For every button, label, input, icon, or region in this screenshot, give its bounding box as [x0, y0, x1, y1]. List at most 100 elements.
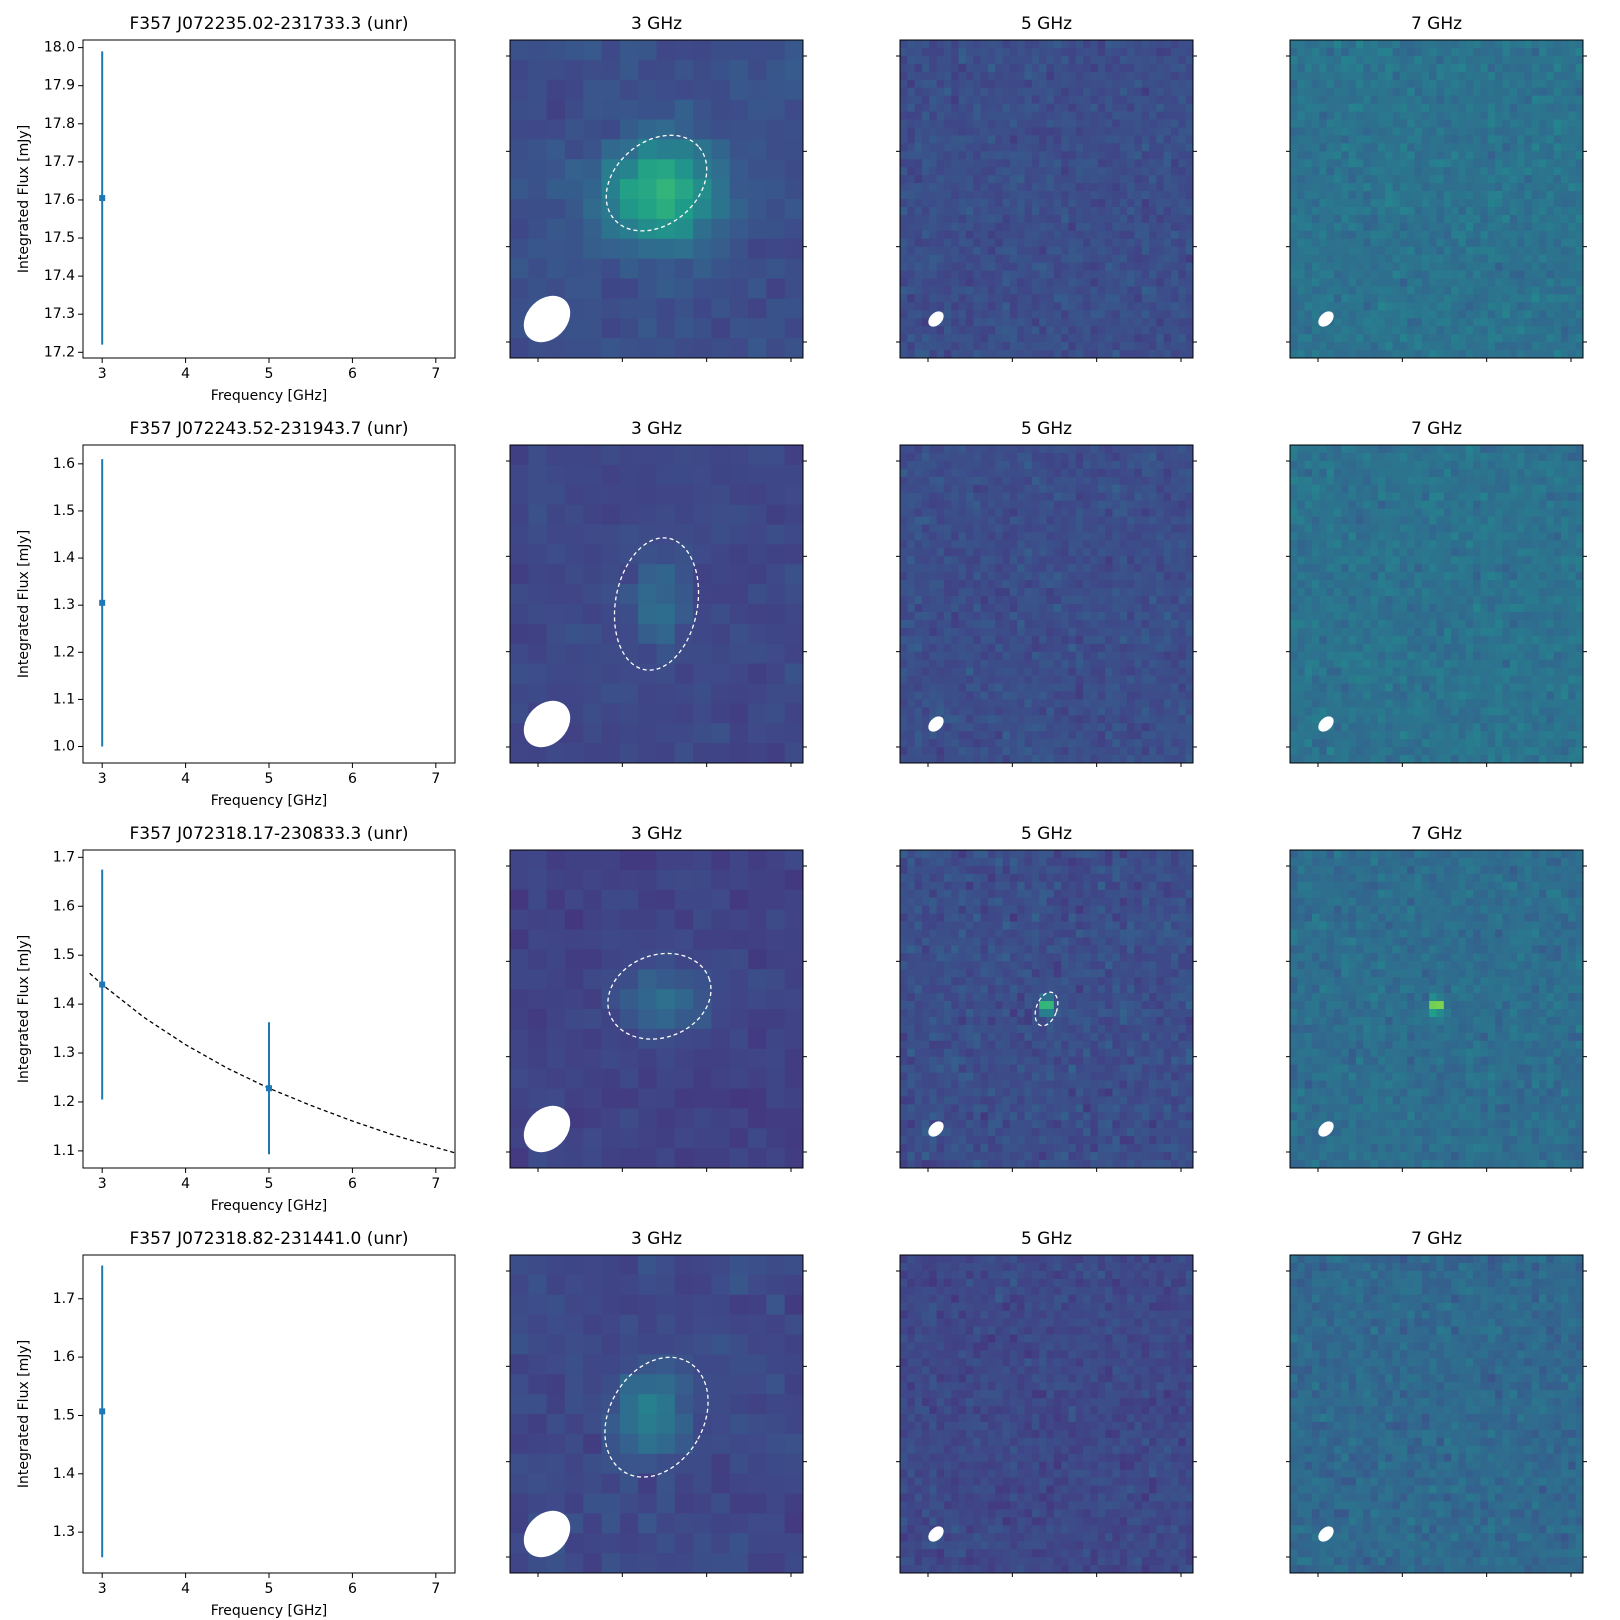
pixel	[1399, 326, 1408, 335]
pixel	[914, 111, 923, 120]
pixel	[1465, 262, 1474, 271]
pixel	[1141, 611, 1150, 621]
pixel	[674, 703, 694, 724]
pixel	[921, 95, 930, 104]
pixel	[936, 350, 945, 359]
pixel	[1171, 87, 1179, 97]
pixel	[510, 159, 529, 180]
pixel	[907, 151, 916, 160]
pixel	[1119, 151, 1128, 160]
pixel	[1185, 151, 1194, 160]
pixel	[1458, 342, 1467, 351]
pixel	[1480, 111, 1489, 120]
pixel	[914, 524, 923, 533]
pixel	[1068, 87, 1077, 97]
pixel	[1024, 310, 1033, 319]
pixel	[1407, 103, 1415, 112]
pixel	[1363, 246, 1371, 256]
pixel	[973, 238, 981, 248]
pixel	[1436, 175, 1445, 184]
pixel	[1443, 79, 1452, 89]
pixel	[1392, 254, 1401, 263]
pixel	[1561, 55, 1569, 65]
pixel	[1311, 262, 1320, 271]
pixel	[638, 604, 657, 625]
pixel	[921, 460, 930, 470]
pixel	[907, 604, 916, 613]
pixel	[1002, 508, 1011, 517]
pixel	[1053, 151, 1062, 160]
pixel	[1487, 111, 1496, 120]
pixel	[1156, 484, 1165, 494]
pixel	[1053, 540, 1062, 549]
pixel	[1149, 476, 1157, 486]
pixel	[1163, 516, 1172, 525]
pixel	[1319, 143, 1328, 152]
pixel	[638, 484, 657, 506]
pixel	[951, 611, 959, 621]
pixel	[748, 218, 767, 240]
pixel	[1134, 659, 1143, 668]
pixel	[748, 99, 767, 120]
pixel	[1465, 350, 1474, 359]
pixel	[1377, 127, 1386, 136]
pixel	[1068, 452, 1077, 462]
pixel	[1009, 222, 1018, 232]
data-point	[99, 195, 106, 202]
pixel	[1105, 95, 1113, 104]
pixel	[1068, 151, 1077, 160]
pixel	[1171, 40, 1179, 49]
pixel	[1134, 310, 1143, 319]
pixel	[656, 683, 676, 704]
pixel	[951, 151, 959, 160]
pixel	[711, 703, 731, 724]
pixel	[1451, 262, 1459, 271]
pixel	[1024, 619, 1033, 629]
pixel	[1436, 151, 1445, 160]
pixel	[1141, 254, 1150, 263]
pixel	[1178, 460, 1187, 470]
pixel	[674, 623, 694, 645]
pixel	[1348, 111, 1357, 120]
pixel	[929, 580, 938, 589]
pixel	[1370, 151, 1379, 160]
pixel	[951, 516, 959, 525]
pixel	[1185, 199, 1194, 208]
pixel	[1333, 230, 1342, 240]
pixel	[1134, 87, 1143, 97]
pixel	[1156, 508, 1165, 517]
pixel	[1068, 445, 1077, 454]
pixel	[711, 723, 731, 744]
pixel	[1031, 302, 1040, 311]
pixel	[1017, 206, 1025, 216]
pixel	[1009, 492, 1018, 502]
pixel	[1105, 651, 1113, 661]
pixel	[1031, 191, 1040, 200]
pixel	[1002, 334, 1011, 343]
pixel	[674, 564, 694, 585]
pixel	[1399, 143, 1408, 152]
pixel	[1575, 310, 1584, 319]
pixel	[973, 302, 981, 311]
pixel	[583, 544, 602, 565]
pixel	[1134, 270, 1143, 279]
pixel	[1178, 238, 1187, 248]
pixel	[995, 651, 1003, 661]
pixel	[1053, 326, 1062, 335]
pixel	[958, 222, 967, 232]
pixel	[965, 40, 974, 49]
pixel	[907, 87, 916, 97]
pixel	[929, 564, 938, 573]
pixel	[1097, 445, 1106, 454]
pixel	[1105, 452, 1113, 462]
pixel	[1156, 95, 1165, 104]
pixel	[1509, 270, 1518, 279]
pixel	[1127, 175, 1135, 184]
pixel	[943, 476, 952, 486]
pixel	[528, 59, 548, 81]
pixel	[748, 159, 767, 180]
pixel	[1105, 167, 1113, 176]
pixel	[1156, 175, 1165, 184]
pixel	[1407, 167, 1415, 176]
pixel	[1553, 270, 1562, 279]
